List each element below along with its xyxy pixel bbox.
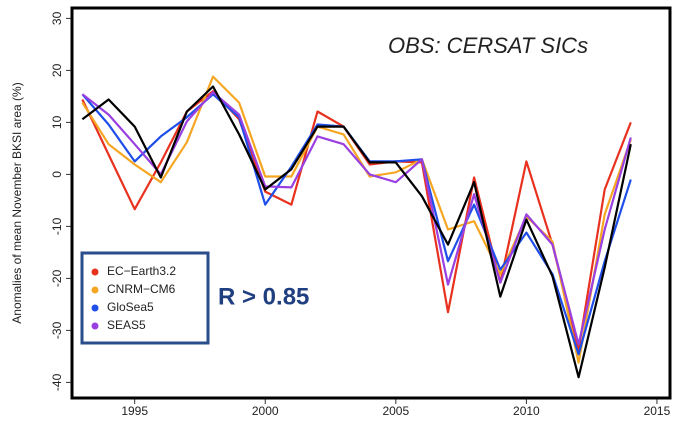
y-tick-label: 0 — [50, 171, 64, 178]
y-tick-label: -20 — [50, 269, 64, 287]
y-tick-label: 10 — [50, 115, 64, 129]
legend-label: SEAS5 — [107, 318, 146, 332]
y-axis-label: Anomalies of mean November BKSI area (%) — [10, 82, 24, 323]
x-tick-label: 1995 — [121, 404, 148, 418]
legend-label: GloSea5 — [107, 300, 154, 314]
x-tick-label: 2015 — [644, 404, 671, 418]
y-tick-label: 20 — [50, 63, 64, 77]
y-tick-label: -40 — [50, 373, 64, 391]
x-tick-label: 2005 — [382, 404, 409, 418]
legend-label: CNRM−CM6 — [107, 282, 176, 296]
y-tick-label: -10 — [50, 217, 64, 235]
legend-label: EC−Earth3.2 — [107, 264, 176, 278]
legend-marker — [91, 286, 99, 294]
legend-box — [80, 251, 210, 345]
series-line — [81, 91, 632, 346]
note: R > 0.85 — [218, 283, 309, 310]
legend-marker — [91, 304, 99, 312]
x-tick-label: 2000 — [252, 404, 279, 418]
legend-marker — [91, 268, 99, 276]
series-line — [81, 85, 632, 379]
x-tick-label: 2010 — [513, 404, 540, 418]
plot-frame — [70, 6, 672, 400]
y-tick-label: 30 — [50, 11, 64, 25]
y-tick-label: -30 — [50, 321, 64, 339]
annotation: OBS: CERSAT SICs — [388, 33, 588, 58]
legend-marker — [91, 322, 99, 330]
